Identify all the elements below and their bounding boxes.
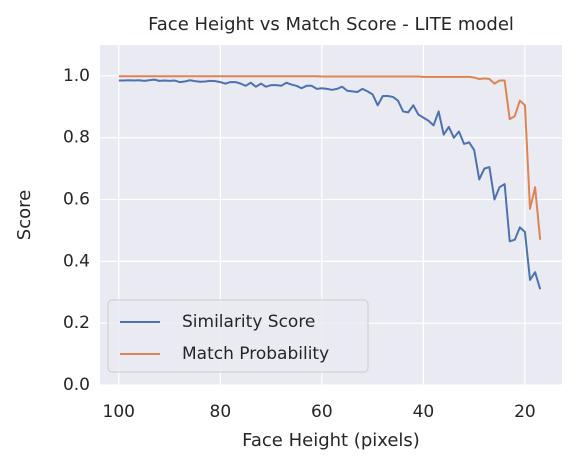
x-tick-label: 100 xyxy=(103,402,135,422)
x-axis-label: Face Height (pixels) xyxy=(242,430,420,451)
legend-box xyxy=(107,299,369,373)
x-tick-label: 60 xyxy=(311,402,333,422)
series-line xyxy=(118,75,542,240)
legend-label: Similarity Score xyxy=(182,312,315,332)
y-tick-label: 0.6 xyxy=(63,190,90,210)
y-tick-label: 0.4 xyxy=(63,251,90,271)
chart-title: Face Height vs Match Score - LITE model xyxy=(148,14,514,35)
y-axis-label: Score xyxy=(14,190,35,240)
y-tick-label: 0.8 xyxy=(63,128,90,148)
x-tick-label: 80 xyxy=(210,402,232,422)
y-tick-label: 0.0 xyxy=(63,375,90,395)
x-tick-label: 20 xyxy=(514,402,536,422)
series-line xyxy=(118,78,542,290)
x-tick-label: 40 xyxy=(413,402,435,422)
y-tick-label: 0.2 xyxy=(63,313,90,333)
y-tick-label: 1.0 xyxy=(63,66,90,86)
legend-label: Match Probability xyxy=(182,344,329,364)
